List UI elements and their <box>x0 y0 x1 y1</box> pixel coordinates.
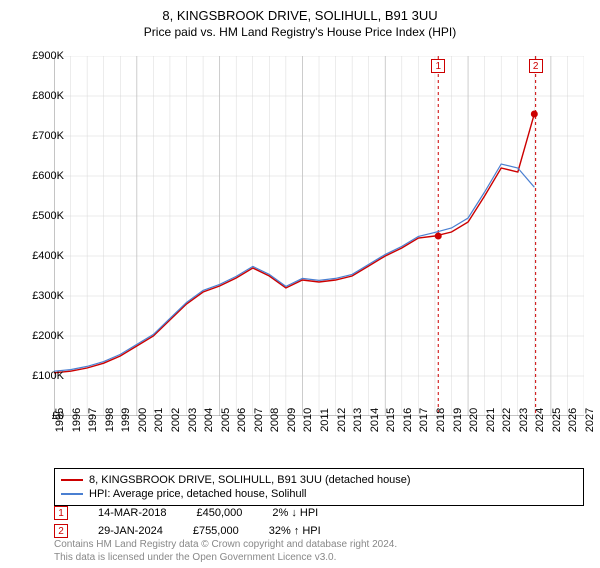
footer-line-1: Contains HM Land Registry data © Crown c… <box>54 538 584 551</box>
x-axis-tick: 2019 <box>452 408 464 432</box>
x-axis-tick: 2003 <box>187 408 199 432</box>
chart-title: 8, KINGSBROOK DRIVE, SOLIHULL, B91 3UU <box>0 8 600 23</box>
x-axis-tick: 2020 <box>468 408 480 432</box>
footer-line-2: This data is licensed under the Open Gov… <box>54 551 584 564</box>
legend-item-hpi: HPI: Average price, detached house, Soli… <box>61 487 577 501</box>
x-axis-tick: 1997 <box>87 408 99 432</box>
x-axis-tick: 2010 <box>302 408 314 432</box>
x-axis-tick: 2021 <box>485 408 497 432</box>
x-axis-tick: 2014 <box>369 408 381 432</box>
marker-row-1: 1 14-MAR-2018 £450,000 2% ↓ HPI <box>54 506 584 520</box>
x-axis-tick: 2000 <box>137 408 149 432</box>
x-axis-tick: 2018 <box>435 408 447 432</box>
chart-marker-badge: 2 <box>529 59 543 73</box>
legend-label-price-paid: 8, KINGSBROOK DRIVE, SOLIHULL, B91 3UU (… <box>89 474 411 486</box>
y-axis-tick: £100K <box>32 370 64 382</box>
x-axis-tick: 1996 <box>71 408 83 432</box>
marker-delta-2: 32% ↑ HPI <box>269 525 321 537</box>
marker-delta-1: 2% ↓ HPI <box>272 507 318 519</box>
x-axis-tick: 2001 <box>153 408 165 432</box>
x-axis-tick: 2015 <box>385 408 397 432</box>
x-axis-tick: 2027 <box>584 408 596 432</box>
x-axis-tick: 2022 <box>501 408 513 432</box>
marker-price-1: £450,000 <box>196 507 242 519</box>
x-axis-tick: 2026 <box>567 408 579 432</box>
marker-row-2: 2 29-JAN-2024 £755,000 32% ↑ HPI <box>54 524 584 538</box>
x-axis-tick: 1998 <box>104 408 116 432</box>
line-chart <box>54 56 584 416</box>
marker-badge-2: 2 <box>54 524 68 538</box>
x-axis-tick: 2005 <box>220 408 232 432</box>
attribution: Contains HM Land Registry data © Crown c… <box>54 538 584 564</box>
y-axis-tick: £500K <box>32 210 64 222</box>
marker-badge-1: 1 <box>54 506 68 520</box>
legend: 8, KINGSBROOK DRIVE, SOLIHULL, B91 3UU (… <box>54 468 584 506</box>
marker-date-1: 14-MAR-2018 <box>98 507 166 519</box>
marker-price-2: £755,000 <box>193 525 239 537</box>
x-axis-tick: 2006 <box>236 408 248 432</box>
legend-swatch-hpi <box>61 493 83 495</box>
x-axis-tick: 1999 <box>120 408 132 432</box>
y-axis-tick: £900K <box>32 50 64 62</box>
x-axis-tick: 2004 <box>203 408 215 432</box>
x-axis-tick: 2012 <box>336 408 348 432</box>
y-axis-tick: £300K <box>32 290 64 302</box>
x-axis-tick: 2008 <box>269 408 281 432</box>
y-axis-tick: £200K <box>32 330 64 342</box>
x-axis-tick: 2007 <box>253 408 265 432</box>
y-axis-tick: £400K <box>32 250 64 262</box>
legend-swatch-price-paid <box>61 479 83 481</box>
chart-marker-badge: 1 <box>431 59 445 73</box>
y-axis-tick: £600K <box>32 170 64 182</box>
y-axis-tick: £700K <box>32 130 64 142</box>
x-axis-tick: 2025 <box>551 408 563 432</box>
x-axis-tick: 2024 <box>534 408 546 432</box>
x-axis-tick: 2011 <box>319 408 331 432</box>
x-axis-tick: 2023 <box>518 408 530 432</box>
x-axis-tick: 2013 <box>352 408 364 432</box>
x-axis-tick: 2002 <box>170 408 182 432</box>
legend-item-price-paid: 8, KINGSBROOK DRIVE, SOLIHULL, B91 3UU (… <box>61 473 577 487</box>
x-axis-tick: 2009 <box>286 408 298 432</box>
x-axis-tick: 1995 <box>54 408 66 432</box>
chart-subtitle: Price paid vs. HM Land Registry's House … <box>0 25 600 39</box>
marker-date-2: 29-JAN-2024 <box>98 525 163 537</box>
y-axis-tick: £800K <box>32 90 64 102</box>
x-axis-tick: 2017 <box>418 408 430 432</box>
x-axis-tick: 2016 <box>402 408 414 432</box>
chart-plot-area <box>54 56 584 416</box>
legend-label-hpi: HPI: Average price, detached house, Soli… <box>89 488 307 500</box>
